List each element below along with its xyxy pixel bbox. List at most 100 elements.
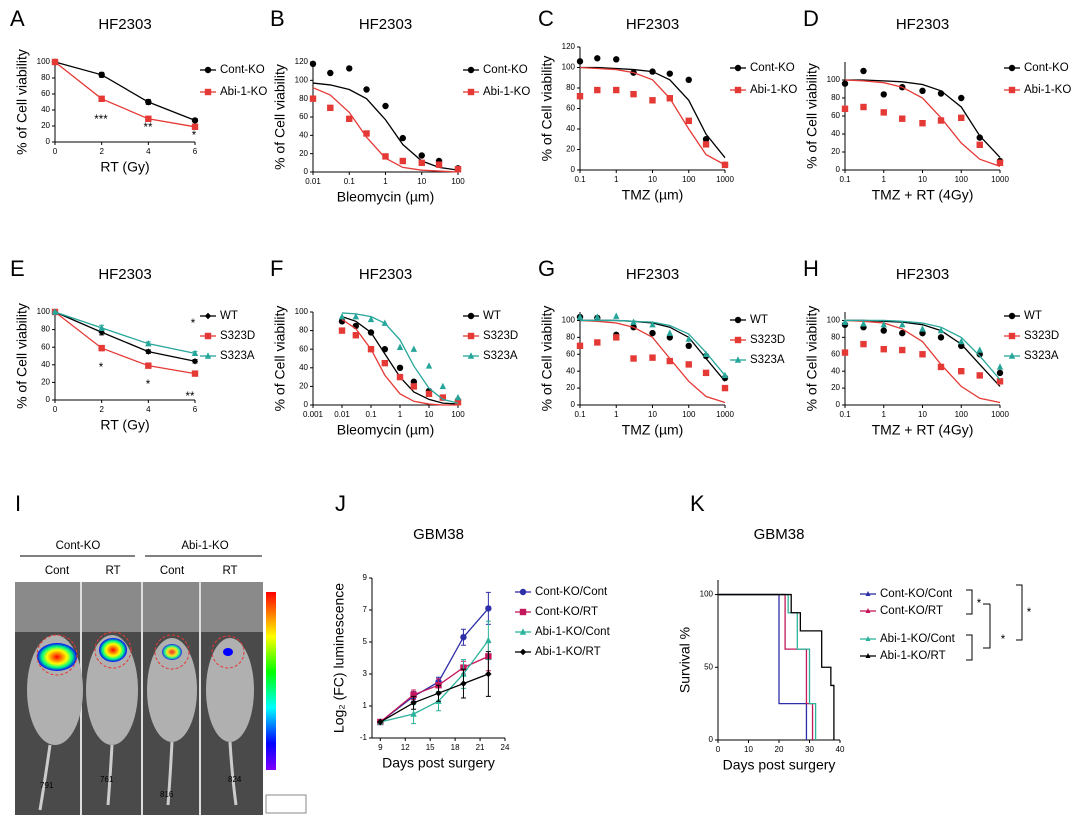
legend-label: Abi-1-KO (750, 84, 797, 96)
point (919, 351, 926, 358)
point (976, 372, 983, 379)
point (685, 76, 692, 84)
y-tick-label: 60 (831, 349, 840, 358)
point (425, 390, 433, 398)
x-tick-label: 0.1 (839, 410, 851, 419)
x-tick-label: 6 (193, 147, 198, 156)
x-tick-label: 0 (53, 405, 58, 414)
mouse-id: 824 (228, 775, 242, 784)
fit-curve (341, 316, 459, 405)
point (685, 342, 692, 350)
legend-label: Cont-KO/RT (535, 606, 598, 618)
colorbar (266, 592, 276, 770)
legend-marker (1008, 312, 1016, 320)
point (367, 346, 375, 353)
legend-marker (865, 636, 871, 641)
point (454, 393, 462, 401)
point (919, 120, 926, 127)
point (363, 130, 370, 137)
legend-marker (734, 356, 742, 363)
point (685, 361, 692, 368)
x-tick-label: 0.1 (344, 177, 356, 186)
series-line (54, 61, 196, 122)
point (899, 115, 906, 122)
point (685, 335, 692, 342)
point (937, 90, 945, 97)
y-tick-label: 120 (562, 42, 576, 51)
point (309, 60, 317, 68)
x-tick-label: 1 (882, 175, 887, 184)
point (98, 95, 105, 102)
x-tick-label: 4 (146, 147, 151, 156)
roi-circle (36, 634, 78, 676)
point (576, 313, 584, 320)
legend-marker (865, 653, 871, 658)
point (352, 332, 360, 339)
x-axis-label: TMZ (µm) (622, 187, 684, 203)
point (485, 605, 492, 612)
point (145, 115, 152, 122)
y-tick-label: 20 (299, 382, 308, 391)
point (145, 362, 152, 369)
fit-curve (341, 318, 458, 406)
x-tick-label: 1000 (991, 410, 1009, 419)
point (649, 354, 656, 361)
survival-curve (718, 593, 808, 740)
signal (223, 648, 233, 656)
point (841, 318, 849, 325)
legend-label: Abi-1-KO/RT (880, 650, 946, 662)
y-tick-label: 7 (363, 605, 368, 614)
legend-marker (865, 608, 871, 613)
legend-label: Cont-KO/Cont (535, 586, 608, 598)
panel-letter: A (10, 6, 25, 31)
signal (37, 643, 77, 671)
point (666, 70, 673, 77)
legend-marker (1008, 64, 1016, 72)
x-tick-label: 100 (955, 175, 969, 184)
y-tick-label: 100 (700, 590, 714, 599)
x-tick-label: 10 (744, 745, 753, 754)
legend-marker (519, 648, 527, 656)
legend-label: Abi-1-KO (1024, 84, 1071, 96)
point (338, 327, 346, 334)
legend-marker (204, 352, 212, 359)
fit-curve (341, 312, 459, 404)
bracket (983, 603, 991, 649)
point (435, 690, 442, 697)
fit-curve (845, 319, 1001, 381)
y-tick-label: 3 (363, 669, 368, 678)
survival-curve (718, 593, 835, 740)
annotation: * (977, 598, 982, 610)
y-tick-label: 80 (299, 94, 308, 103)
fit-curve (579, 66, 726, 166)
x-tick-label: 0.1 (365, 410, 377, 419)
y-axis-label: % of Cell viability (804, 306, 820, 412)
panel-letter: K (690, 491, 705, 516)
legend-label: WT (1024, 310, 1042, 322)
point (98, 71, 105, 79)
x-tick-label: 10 (648, 175, 657, 184)
legend-label: S323A (483, 350, 518, 362)
legend-label: S323A (220, 350, 255, 362)
point (685, 117, 692, 124)
y-tick-label: 40 (299, 130, 308, 139)
point (958, 337, 965, 345)
point (377, 718, 384, 726)
panel-letter: G (538, 256, 555, 281)
x-tick-label: 1000 (716, 175, 734, 184)
tail (106, 744, 114, 806)
point (899, 346, 906, 354)
x-tick-label: 10 (648, 410, 657, 419)
point (721, 161, 729, 169)
chart-title: GBM38 (413, 526, 464, 543)
point (841, 80, 849, 87)
survival-curve (718, 593, 814, 740)
x-tick-label: 100 (451, 177, 465, 186)
x-tick-label: 24 (501, 743, 510, 752)
legend-label: Cont-KO (750, 62, 795, 74)
roi-circle (211, 635, 245, 669)
legend-marker (467, 88, 475, 96)
y-tick-label: 100 (37, 307, 51, 316)
x-axis-label: TMZ + RT (4Gy) (872, 422, 974, 438)
point (410, 345, 418, 352)
